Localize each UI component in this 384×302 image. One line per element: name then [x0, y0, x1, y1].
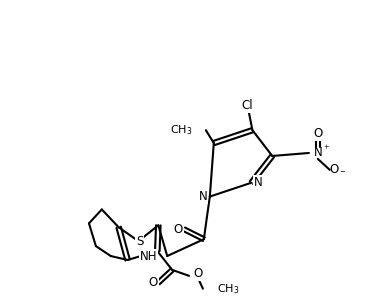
Text: S: S — [136, 235, 143, 248]
Text: $^+$: $^+$ — [322, 144, 330, 154]
Text: CH$_3$: CH$_3$ — [169, 123, 192, 137]
Text: Cl: Cl — [242, 99, 253, 112]
Text: O: O — [149, 276, 158, 289]
Text: CH$_3$: CH$_3$ — [217, 282, 239, 296]
Text: $^-$: $^-$ — [338, 169, 346, 179]
Text: N: N — [254, 176, 263, 189]
Text: NH: NH — [140, 249, 157, 262]
Text: N: N — [314, 146, 323, 159]
Text: O: O — [174, 223, 183, 236]
Text: N: N — [199, 190, 207, 203]
Text: O: O — [193, 267, 202, 280]
Text: O: O — [330, 163, 339, 176]
Text: O: O — [313, 127, 323, 140]
